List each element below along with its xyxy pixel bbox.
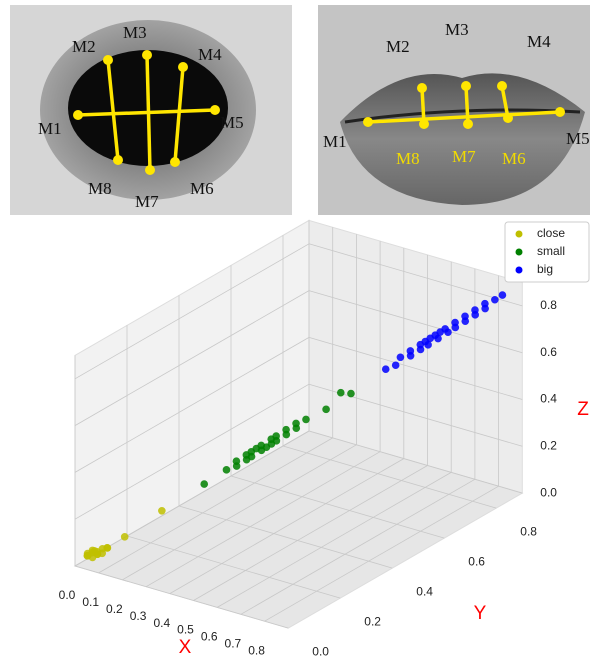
landmark-label: M1 (38, 119, 62, 138)
photo-closed-mouth: M1 M2 M3 M4 M5 M6 M7 M8 (318, 5, 590, 215)
grid-line (74, 243, 310, 380)
legend-marker (515, 230, 523, 238)
legend-marker (515, 266, 523, 274)
tick-label: 0.2 (364, 614, 381, 628)
tick-label: 0.8 (248, 643, 265, 657)
grid-line (282, 445, 497, 509)
data-point (471, 306, 479, 314)
grid-line (74, 383, 310, 520)
grid-line (230, 475, 445, 539)
data-point (381, 365, 390, 374)
tick-label: 0.4 (153, 616, 170, 630)
landmark-label: M2 (386, 37, 410, 56)
photo-open-mouth: M1 M2 M3 M4 M5 M6 M7 M8 (10, 5, 292, 215)
data-point (498, 291, 507, 299)
landmark-label: M3 (445, 20, 469, 39)
z-axis-label: Z (577, 399, 589, 420)
grid-line (122, 444, 357, 581)
grid-line (74, 430, 310, 567)
tick-label: 0.2 (106, 602, 123, 616)
tick-label: 0.5 (177, 623, 194, 637)
landmark-label: M4 (527, 32, 551, 51)
grid-line (264, 485, 499, 622)
grid-line (240, 478, 476, 615)
landmark-label: M5 (220, 113, 244, 132)
grid-line (308, 290, 523, 354)
data-point (491, 295, 499, 304)
grid-line (145, 451, 381, 588)
tick-label: 0.4 (416, 584, 433, 598)
data-point (481, 299, 489, 308)
data-point (222, 466, 231, 474)
grid-line (308, 337, 523, 400)
landmark-label: M3 (123, 23, 147, 42)
landmark-label: M8 (396, 149, 420, 168)
landmark-label: M1 (323, 132, 347, 151)
grid-line (308, 243, 523, 307)
data-point (272, 432, 280, 440)
x-axis-label: X (179, 637, 192, 658)
tick-label: 0.6 (540, 345, 557, 359)
data-point (103, 544, 112, 552)
data-point (292, 419, 300, 428)
tick-label: 0.4 (540, 392, 557, 406)
legend-box (504, 221, 590, 283)
data-point (158, 507, 166, 515)
grid-line (308, 383, 523, 447)
legend-label: close (537, 226, 565, 240)
landmark-label: M4 (198, 45, 222, 64)
grid-line (178, 505, 393, 569)
landmark-label: M6 (502, 149, 526, 168)
landmark-label: M2 (72, 37, 96, 56)
tick-label: 0.0 (59, 588, 76, 602)
grid-line (98, 437, 333, 574)
tick-label: 0.8 (540, 298, 557, 312)
legend-marker (515, 248, 523, 256)
grid-line (169, 458, 404, 594)
data-point (396, 353, 405, 362)
tick-label: 0.6 (201, 630, 218, 644)
data-point (282, 425, 290, 434)
legend-label: small (537, 244, 565, 258)
data-point (322, 405, 330, 414)
data-point (200, 480, 209, 488)
tick-label: 0.8 (520, 524, 537, 538)
landmark-label: M5 (566, 129, 590, 148)
grid-line (308, 430, 523, 494)
data-point (441, 325, 449, 333)
tick-label: 0.0 (312, 644, 329, 658)
tick-label: 0.2 (540, 438, 557, 452)
data-point (461, 312, 469, 321)
data-point (391, 361, 400, 370)
data-point (347, 389, 355, 398)
landmark-label: M8 (88, 179, 112, 198)
scatter-3d: 0.0 0.1 0.2 0.3 0.4 0.5 0.6 0.7 0.8 0.0 0.2 0.4 0.6 0… (59, 219, 590, 658)
data-point (336, 388, 345, 397)
grid-line (74, 565, 289, 629)
grid-line (74, 337, 310, 473)
data-point (90, 547, 99, 555)
grid-line (126, 535, 341, 599)
tick-label: 0.3 (130, 609, 147, 623)
grid-line (74, 290, 310, 426)
y-axis-label: Y (474, 603, 487, 624)
data-point (232, 457, 241, 466)
tick-label: 0.7 (225, 636, 242, 650)
data-point (302, 415, 310, 424)
grid-line (193, 465, 428, 601)
tick-label: 0.6 (468, 554, 485, 568)
landmark-label: M6 (190, 179, 214, 198)
data-point (120, 533, 129, 541)
landmark-label: M7 (135, 192, 159, 211)
legend-label: big (537, 262, 553, 276)
data-point (406, 347, 415, 355)
grid-line (217, 472, 452, 608)
tick-label: 0.0 (540, 485, 557, 499)
tick-label: 0.1 (82, 595, 99, 609)
data-point (451, 318, 459, 327)
landmark-label: M7 (452, 147, 476, 166)
